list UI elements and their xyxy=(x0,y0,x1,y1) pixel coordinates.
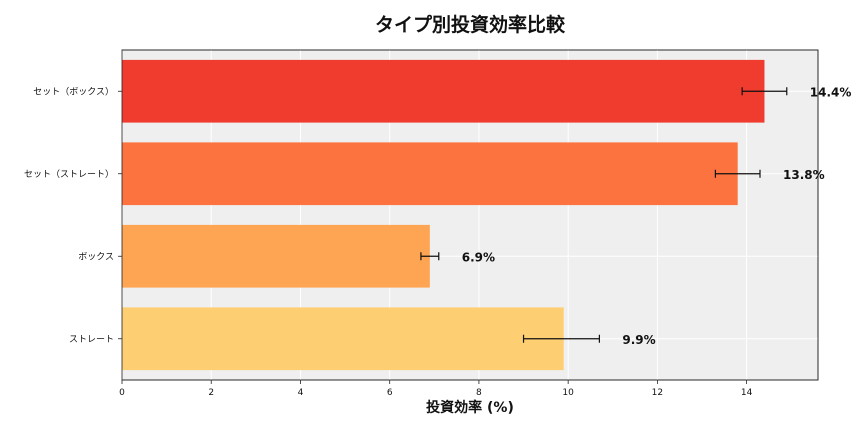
x-tick-label: 10 xyxy=(562,388,574,398)
x-tick-label: 4 xyxy=(298,388,304,398)
bar xyxy=(122,307,564,371)
x-tick-label: 0 xyxy=(119,388,125,398)
bar xyxy=(122,224,430,288)
chart-title: タイプ別投資効率比較 xyxy=(374,14,565,36)
x-tick-label: 12 xyxy=(652,388,663,398)
x-tick-label: 14 xyxy=(741,388,753,398)
x-axis-label: 投資効率 (%) xyxy=(426,400,514,416)
value-label: 6.9% xyxy=(462,250,495,264)
bar xyxy=(122,59,765,123)
x-tick-label: 8 xyxy=(476,388,482,398)
value-label: 13.8% xyxy=(783,168,825,182)
x-tick-label: 2 xyxy=(208,388,214,398)
bar xyxy=(122,142,738,206)
value-label: 9.9% xyxy=(622,333,655,347)
x-tick-label: 6 xyxy=(387,388,393,398)
value-label: 14.4% xyxy=(810,85,852,99)
category-label: ストレート xyxy=(69,335,114,345)
category-label: ボックス xyxy=(78,251,114,262)
category-label: セット（ストレート） xyxy=(24,169,114,180)
category-label: セット（ボックス） xyxy=(33,86,114,97)
